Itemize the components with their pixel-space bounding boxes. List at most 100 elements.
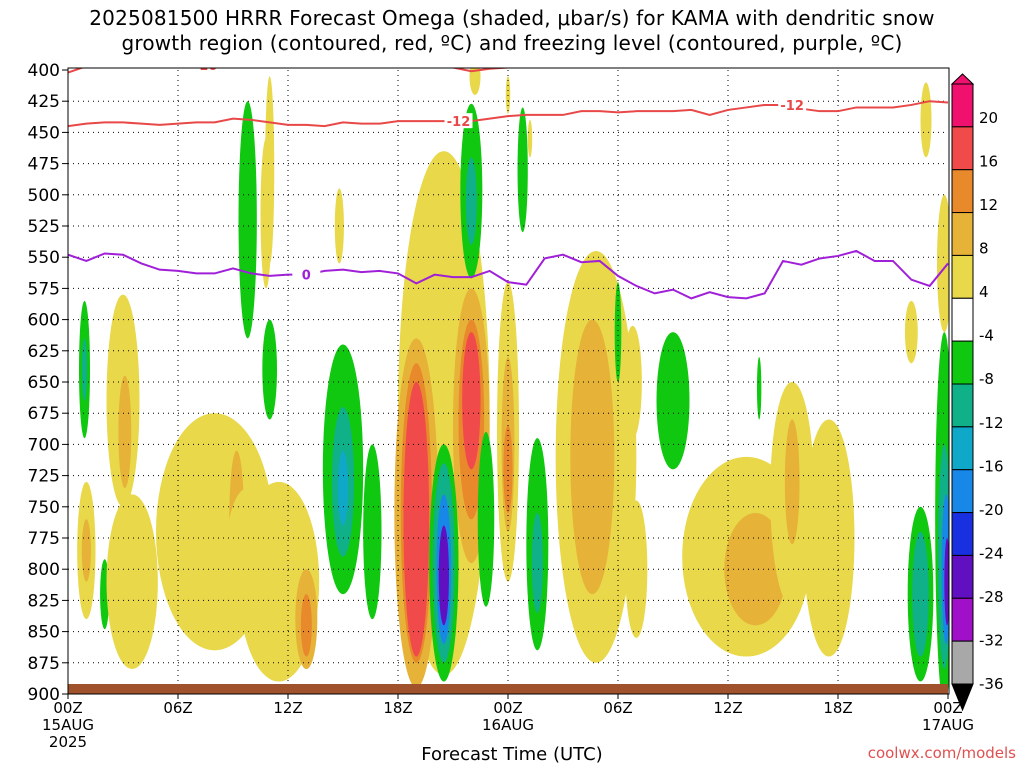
colorbar-swatch-13 xyxy=(951,640,974,685)
colorbar-swatch-8 xyxy=(951,426,974,471)
colorbar-label-4: 4 xyxy=(979,283,989,301)
x-date-label-24: 16AUG xyxy=(482,716,534,734)
omega-area-57 xyxy=(756,357,762,420)
colorbar-swatch-2 xyxy=(951,169,974,214)
y-tick-label-725: 725 xyxy=(28,467,60,487)
x-year-label-0: 2025 xyxy=(49,733,87,751)
colorbar-legend: 20 16 12 8 4 -4 -8 -12 -16 -20 -24 -28 -32 -36 xyxy=(950,73,1004,712)
x-axis-title: Forecast Time (UTC) xyxy=(421,744,603,765)
colorbar-label-3: 8 xyxy=(979,240,989,258)
colorbar-swatch-11 xyxy=(951,554,974,599)
chart-title-line1: 2025081500 HRRR Forecast Omega (shaded, … xyxy=(89,6,935,30)
colorbar-swatch-1 xyxy=(951,126,974,171)
colorbar-label-10: -24 xyxy=(979,544,1004,562)
y-tick-label-475: 475 xyxy=(28,155,60,175)
colorbar-label-12: -32 xyxy=(979,631,1004,649)
y-tick-label-675: 675 xyxy=(28,404,60,424)
omega-area-34 xyxy=(477,431,495,607)
colorbar-swatch-9 xyxy=(951,469,974,514)
y-tick-label-875: 875 xyxy=(28,654,60,674)
colorbar-label-11: -28 xyxy=(979,588,1004,606)
y-tick-label-650: 650 xyxy=(28,373,60,393)
y-tick-label-750: 750 xyxy=(28,498,60,518)
omega-area-7 xyxy=(106,494,158,670)
omega-area-42 xyxy=(517,107,528,233)
colorbar-bottom-arrow xyxy=(951,683,974,712)
omega-area-59 xyxy=(912,531,929,657)
omega-area-16 xyxy=(337,450,349,526)
omega-area-65 xyxy=(920,82,932,158)
colorbar-swatch-6 xyxy=(951,340,974,385)
omega-area-29 xyxy=(462,332,481,470)
x-tick-label-30: 06Z xyxy=(603,699,632,717)
x-tick-label-24: 00Z xyxy=(493,699,522,717)
omega-area-1 xyxy=(81,519,91,582)
omega-area-43 xyxy=(469,68,481,95)
colorbar-label-5: -4 xyxy=(979,327,994,345)
grid-lines xyxy=(68,70,948,694)
contour-label--16-0: -16 xyxy=(194,59,218,74)
omega-area-64 xyxy=(937,194,949,333)
contour-label-bg-0-0 xyxy=(292,266,321,282)
omega-area-18 xyxy=(238,101,257,339)
omega-area-33 xyxy=(438,525,449,626)
omega-area-49 xyxy=(625,500,648,638)
y-tick-label-850: 850 xyxy=(28,623,60,643)
colorbar-label-8: -16 xyxy=(979,457,1004,475)
omega-area-44 xyxy=(505,76,511,114)
colorbar-label-6: -8 xyxy=(979,370,994,388)
omega-area-17 xyxy=(363,444,382,620)
colorbar-label-13: -36 xyxy=(979,675,1004,693)
omega-area-26 xyxy=(403,382,430,657)
contour-label--12-1: -12 xyxy=(780,99,804,114)
x-tick-label-36: 12Z xyxy=(713,699,742,717)
colorbar-swatch-12 xyxy=(951,597,974,642)
colorbar-swatch-5 xyxy=(951,297,974,342)
colorbar-top-arrow xyxy=(950,73,975,85)
omega-area-45 xyxy=(527,119,533,158)
contour-label-bg--16-0 xyxy=(191,68,220,73)
y-tick-label-600: 600 xyxy=(28,311,60,331)
omega-area-55 xyxy=(784,419,800,545)
colorbar-swatch-7 xyxy=(951,383,974,428)
colorbar-label-9: -20 xyxy=(979,501,1004,519)
x-tick-label-42: 18Z xyxy=(823,699,852,717)
x-tick-label-18: 18Z xyxy=(383,699,412,717)
x-date-label-0: 15AUG xyxy=(42,716,94,734)
omega-area-6 xyxy=(118,375,132,489)
omega-area-41 xyxy=(465,157,477,245)
omega-area-51 xyxy=(656,332,690,470)
y-tick-label-575: 575 xyxy=(28,279,60,299)
x-tick-label-0: 00Z xyxy=(53,699,82,717)
y-tick-label-425: 425 xyxy=(28,92,60,112)
x-date-label-48: 17AUG xyxy=(922,716,974,734)
y-tick-label-775: 775 xyxy=(28,529,60,549)
colorbar-label-1: 16 xyxy=(979,153,998,171)
contour-label--12-0: -12 xyxy=(447,115,471,130)
colorbar-swatch-4 xyxy=(951,254,974,299)
omega-area-63 xyxy=(944,538,949,626)
colorbar-swatch-10 xyxy=(951,512,974,556)
omega-area-37 xyxy=(503,425,513,514)
colorbar-label-2: 12 xyxy=(979,196,998,214)
contour-lines: -12 -12 -16 0 xyxy=(68,59,949,300)
x-tick-label-48: 00Z xyxy=(933,699,962,717)
omega-area-39 xyxy=(531,513,543,613)
contour-label-bg--12-0 xyxy=(444,113,473,129)
contour-line--16 xyxy=(68,68,511,74)
omega-area-21 xyxy=(265,76,275,264)
colorbar-label-7: -12 xyxy=(979,414,1004,432)
contour-line-0 xyxy=(68,249,949,300)
omega-area-47 xyxy=(570,319,615,595)
x-tick-label-6: 06Z xyxy=(163,699,192,717)
y-tick-label-550: 550 xyxy=(28,248,60,268)
y-tick-label-450: 450 xyxy=(28,123,60,143)
contour-label-bg--12-1 xyxy=(778,96,807,112)
colorbar-label-0: 20 xyxy=(979,109,998,127)
ground-bar xyxy=(68,684,948,694)
colorbar-swatch-3 xyxy=(951,212,974,256)
contour-label-0-0: 0 xyxy=(302,269,311,284)
omega-area-3 xyxy=(81,338,88,401)
